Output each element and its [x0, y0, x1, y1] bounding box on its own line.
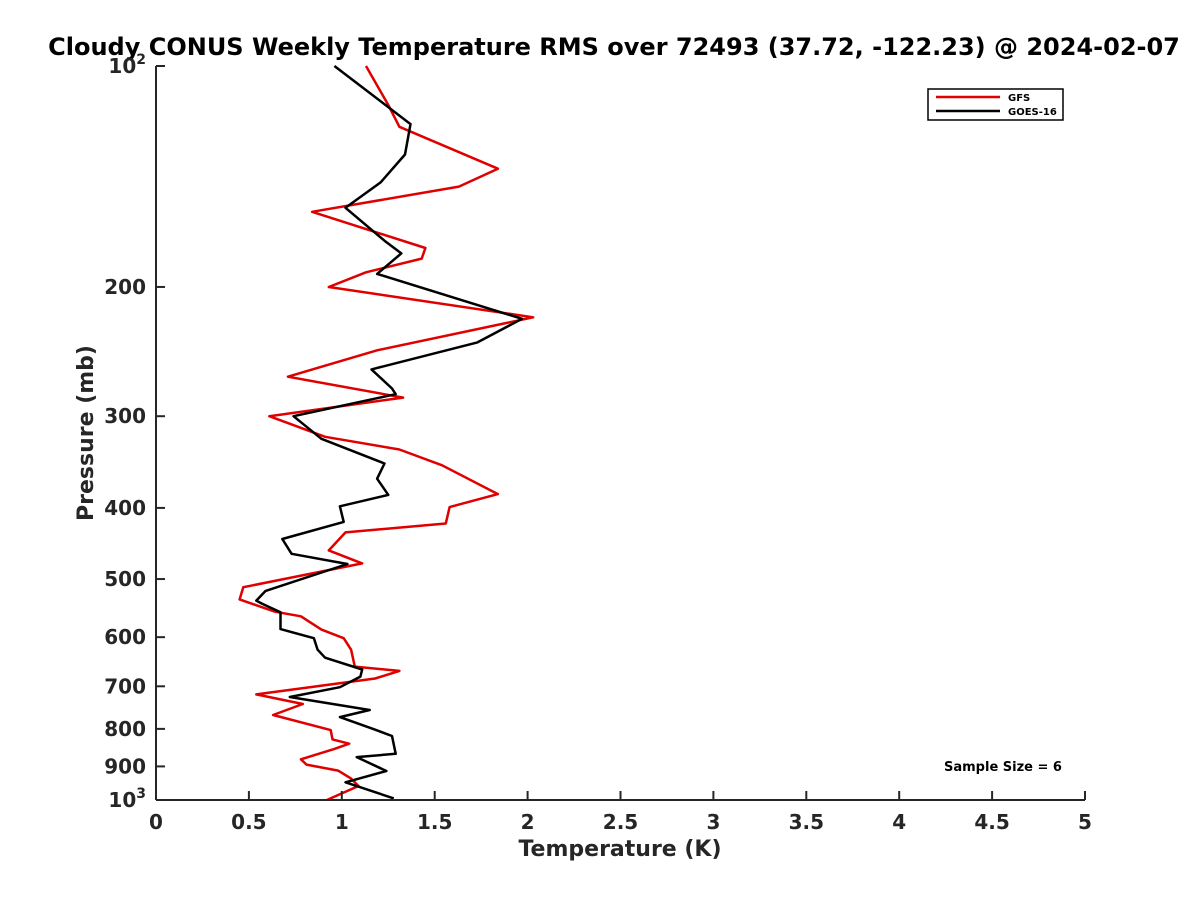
- x-tick-label: 2.5: [603, 810, 638, 834]
- y-tick-label: 200: [104, 275, 146, 299]
- x-tick-label: 4.5: [974, 810, 1009, 834]
- x-tick-label: 0.5: [231, 810, 266, 834]
- y-tick-label: 400: [104, 496, 146, 520]
- y-tick-label: 300: [104, 404, 146, 428]
- x-tick-label: 1: [335, 810, 349, 834]
- y-tick-label: 103: [108, 786, 146, 812]
- chart-title: Cloudy CONUS Weekly Temperature RMS over…: [48, 33, 1180, 61]
- x-tick-label: 2: [521, 810, 535, 834]
- x-tick-label: 4: [892, 810, 906, 834]
- legend-label-gfs: GFS: [1008, 93, 1030, 104]
- x-tick-label: 1.5: [417, 810, 452, 834]
- y-tick-label: 500: [104, 567, 146, 591]
- x-axis-label: Temperature (K): [518, 837, 721, 862]
- x-axis-ticks: 0 0.5 1 1.5 2 2.5 3 3.5 4 4.5 5: [149, 791, 1092, 834]
- y-axis-label: Pressure (mb): [74, 345, 99, 521]
- y-tick-label: 700: [104, 674, 146, 698]
- y-axis-ticks: 102 200 300 400 500 600 700 800 900 103: [104, 52, 165, 812]
- y-tick-label: 900: [104, 754, 146, 778]
- plot-area: [238, 65, 535, 802]
- y-tick-label: 600: [104, 625, 146, 649]
- y-tick-label: 800: [104, 717, 146, 741]
- x-tick-label: 0: [149, 810, 163, 834]
- series-line-goes16: [255, 65, 524, 800]
- x-tick-label: 3: [706, 810, 720, 834]
- y-tick-label: 102: [108, 52, 146, 78]
- legend-box: [927, 88, 1064, 121]
- x-tick-label: 5: [1078, 810, 1092, 834]
- sample-size-annotation: Sample Size = 6: [944, 760, 1062, 775]
- legend-label-goes16: GOES-16: [1008, 107, 1057, 118]
- x-tick-label: 3.5: [789, 810, 824, 834]
- legend: GFS GOES-16: [927, 88, 1064, 121]
